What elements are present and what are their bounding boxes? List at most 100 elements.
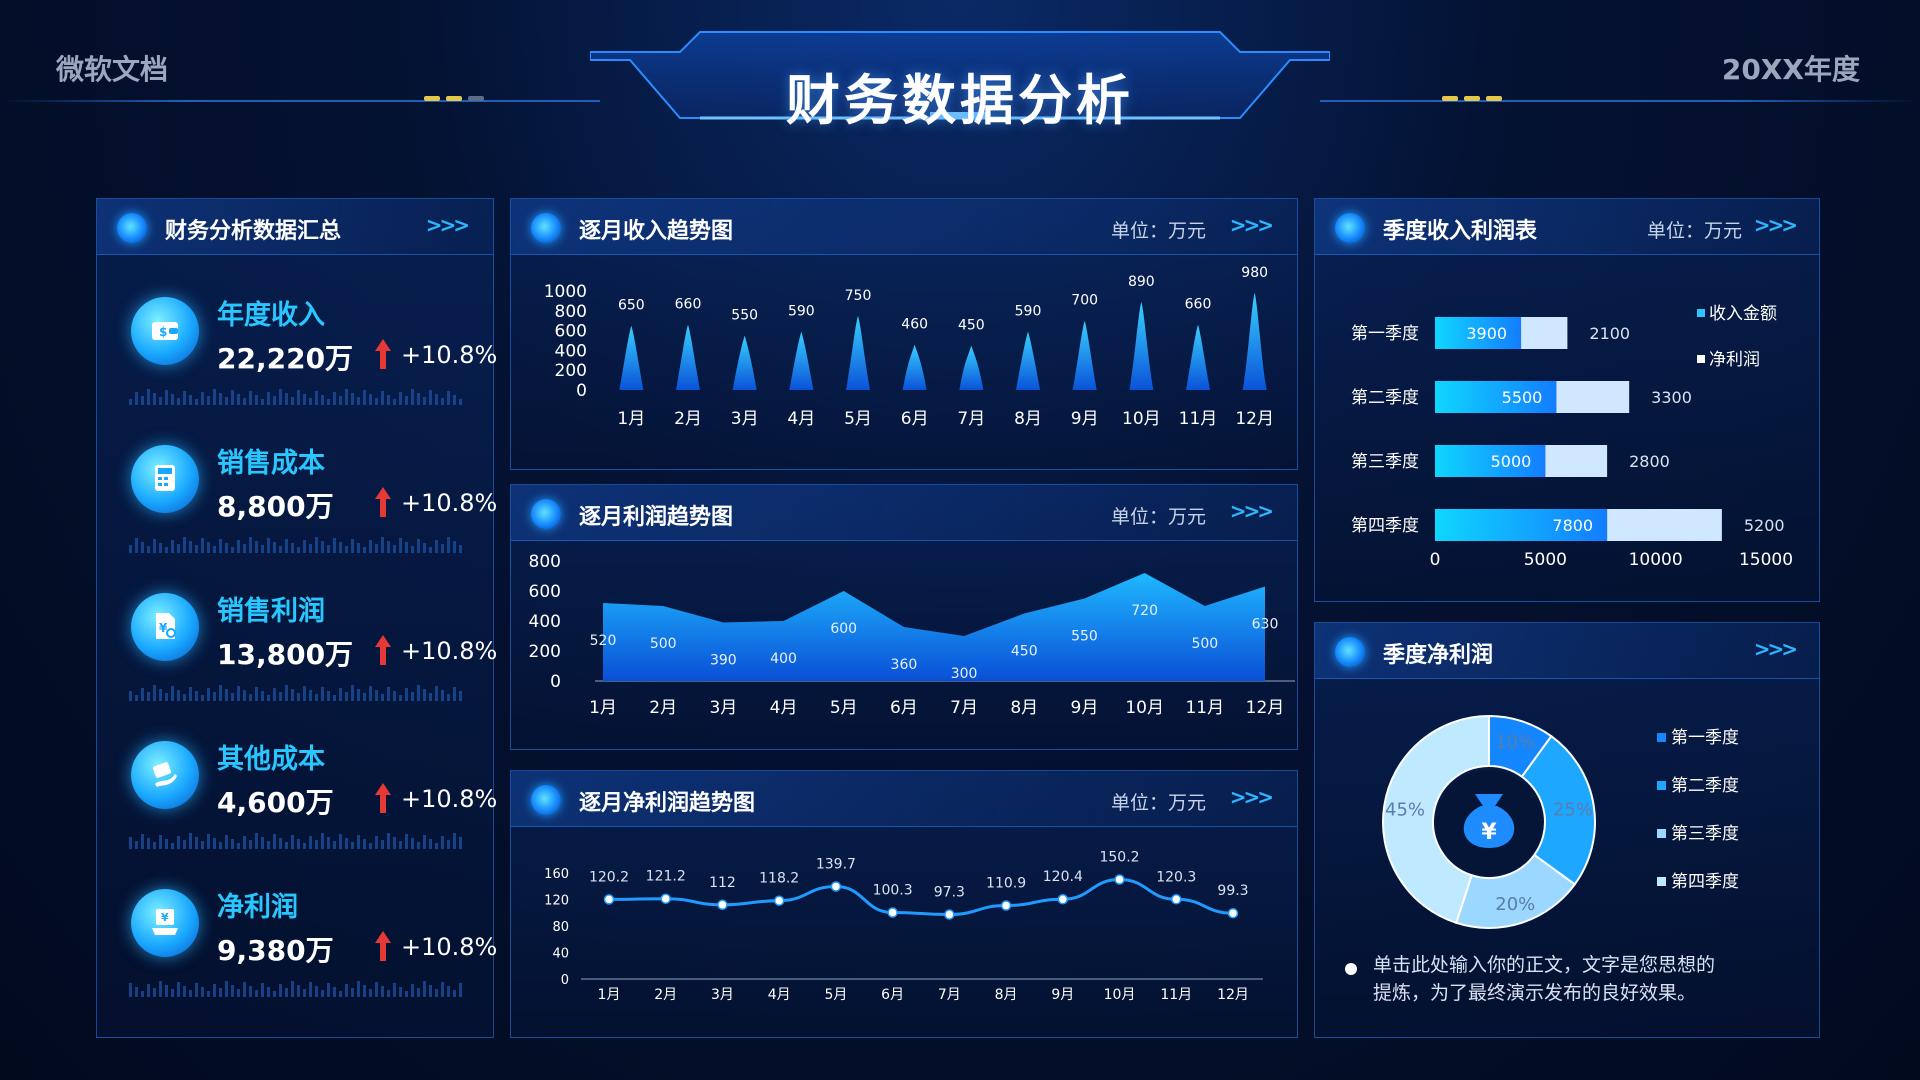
- decor-bar: [315, 840, 318, 849]
- decor-bar: [231, 547, 234, 553]
- decor-bar: [201, 392, 204, 405]
- decor-bar: [273, 688, 276, 701]
- x-tick-label: 3月: [709, 698, 737, 718]
- decor-bar: [351, 685, 354, 701]
- decor-bar: [165, 839, 168, 849]
- decor-bar: [321, 990, 324, 997]
- kpi-label: 其他成本: [217, 744, 325, 775]
- decor-bar: [243, 398, 246, 405]
- panel-bullet-icon: [531, 213, 561, 243]
- x-tick-label: 5000: [1524, 550, 1567, 570]
- decor-bar: [171, 989, 174, 997]
- decor-bar: [237, 843, 240, 849]
- revenue-peak: [1242, 292, 1267, 390]
- decor-bar: [429, 985, 432, 997]
- more-arrows-icon[interactable]: >>>: [1753, 213, 1798, 237]
- x-tick-label: 5月: [830, 698, 858, 718]
- decor-bar: [369, 843, 372, 849]
- decor-bar: [183, 694, 186, 701]
- decor-bar: [417, 685, 420, 701]
- netprofit-data-label: 120.2: [589, 869, 629, 885]
- panel-bullet-icon: [117, 213, 147, 243]
- decor-bar: [345, 692, 348, 701]
- decor-bar: [321, 687, 324, 701]
- decor-bar: [219, 988, 222, 997]
- x-tick-label: 2月: [674, 409, 702, 429]
- x-tick-label: 11月: [1185, 698, 1224, 718]
- y-tick-label: 600: [555, 322, 587, 342]
- note-text[interactable]: 单击此处输入你的正文，文字是您思想的提炼，为了最终演示发布的良好效果。: [1373, 954, 1716, 1004]
- profit-data-label: 550: [1071, 629, 1098, 645]
- more-arrows-icon[interactable]: >>>: [1753, 637, 1798, 661]
- decor-bar: [309, 982, 312, 997]
- decor-bar: [237, 686, 240, 701]
- decor-bar: [399, 695, 402, 701]
- revenue-peak: [902, 344, 927, 390]
- quarter-table-panel: 季度收入利润表 单位：万元 >>> 第一季度 3900 2100 第二季度 5500 33…: [1314, 198, 1820, 602]
- kpi-value: 9,380万: [217, 934, 334, 967]
- summary-panel-header: 财务分析数据汇总 >>>: [97, 199, 493, 255]
- netprofit-data-label: 120.4: [1043, 869, 1083, 885]
- up-arrow-icon: [375, 931, 391, 961]
- revenue-peak: [676, 324, 700, 390]
- decor-bar: [183, 391, 186, 405]
- more-arrows-icon[interactable]: >>>: [425, 213, 470, 237]
- x-tick-label: 11月: [1179, 409, 1218, 429]
- decor-bar: [297, 839, 300, 849]
- decor-bar: [363, 547, 366, 553]
- decor-bar: [315, 537, 318, 553]
- x-tick-label: 3月: [731, 409, 759, 429]
- header-divider-right: [1320, 100, 1920, 102]
- up-arrow-icon: [375, 339, 391, 369]
- bar-revenue: [1435, 381, 1557, 413]
- netprofit-data-label: 139.7: [816, 856, 856, 872]
- more-arrows-icon[interactable]: >>>: [1229, 785, 1274, 809]
- decor-bar: [291, 835, 294, 849]
- decor-bar: [333, 695, 336, 701]
- decor-bar: [165, 693, 168, 701]
- decor-bar: [441, 398, 444, 405]
- decor-bar: [129, 545, 132, 553]
- decor-bar: [309, 836, 312, 849]
- decor-bar: [219, 539, 222, 553]
- decor-bar: [255, 833, 258, 849]
- decor-bar: [327, 691, 330, 701]
- note-block: 单击此处输入你的正文，文字是您思想的提炼，为了最终演示发布的良好效果。: [1315, 943, 1819, 1023]
- decor-bar: [345, 984, 348, 997]
- decor-bar: [321, 395, 324, 405]
- decor-bar: [201, 841, 204, 849]
- decor-bar: [417, 393, 420, 405]
- more-arrows-icon[interactable]: >>>: [1229, 213, 1274, 237]
- decor-bar: [345, 546, 348, 553]
- kpi-value: 8,800万: [217, 490, 334, 523]
- decor-bar: [147, 838, 150, 849]
- more-arrows-icon[interactable]: >>>: [1229, 499, 1274, 523]
- calculator-icon: [131, 445, 199, 513]
- decor-bar: [393, 983, 396, 997]
- decor-bar: [291, 397, 294, 405]
- decor-bar: [189, 395, 192, 405]
- netprofit-panel-title: 逐月净利润趋势图: [579, 791, 756, 816]
- decor-bar: [183, 537, 186, 553]
- x-tick-label: 10月: [1104, 987, 1136, 1003]
- decor-bar: [297, 693, 300, 701]
- x-tick-label: 4月: [768, 987, 791, 1003]
- decor-bar: [369, 686, 372, 701]
- revenue-data-label: 750: [845, 288, 872, 304]
- decor-bar: [375, 982, 378, 997]
- decor-bar: [159, 835, 162, 849]
- netprofit-data-label: 118.2: [759, 871, 799, 887]
- decor-bar: [129, 691, 132, 701]
- profit-data-label: 520: [590, 633, 617, 649]
- decor-bar: [183, 986, 186, 997]
- decor-bar: [177, 982, 180, 997]
- header-divider-left: [0, 100, 600, 102]
- decor-bar: [159, 397, 162, 405]
- decor-bar: [423, 397, 426, 405]
- header-dashes-right: [1442, 96, 1502, 101]
- decor-bar: [357, 689, 360, 701]
- decor-bar: [279, 692, 282, 701]
- y-tick-label: 600: [529, 582, 561, 602]
- y-tick-label: 0: [561, 973, 569, 988]
- bar-revenue-label: 3900: [1466, 324, 1507, 343]
